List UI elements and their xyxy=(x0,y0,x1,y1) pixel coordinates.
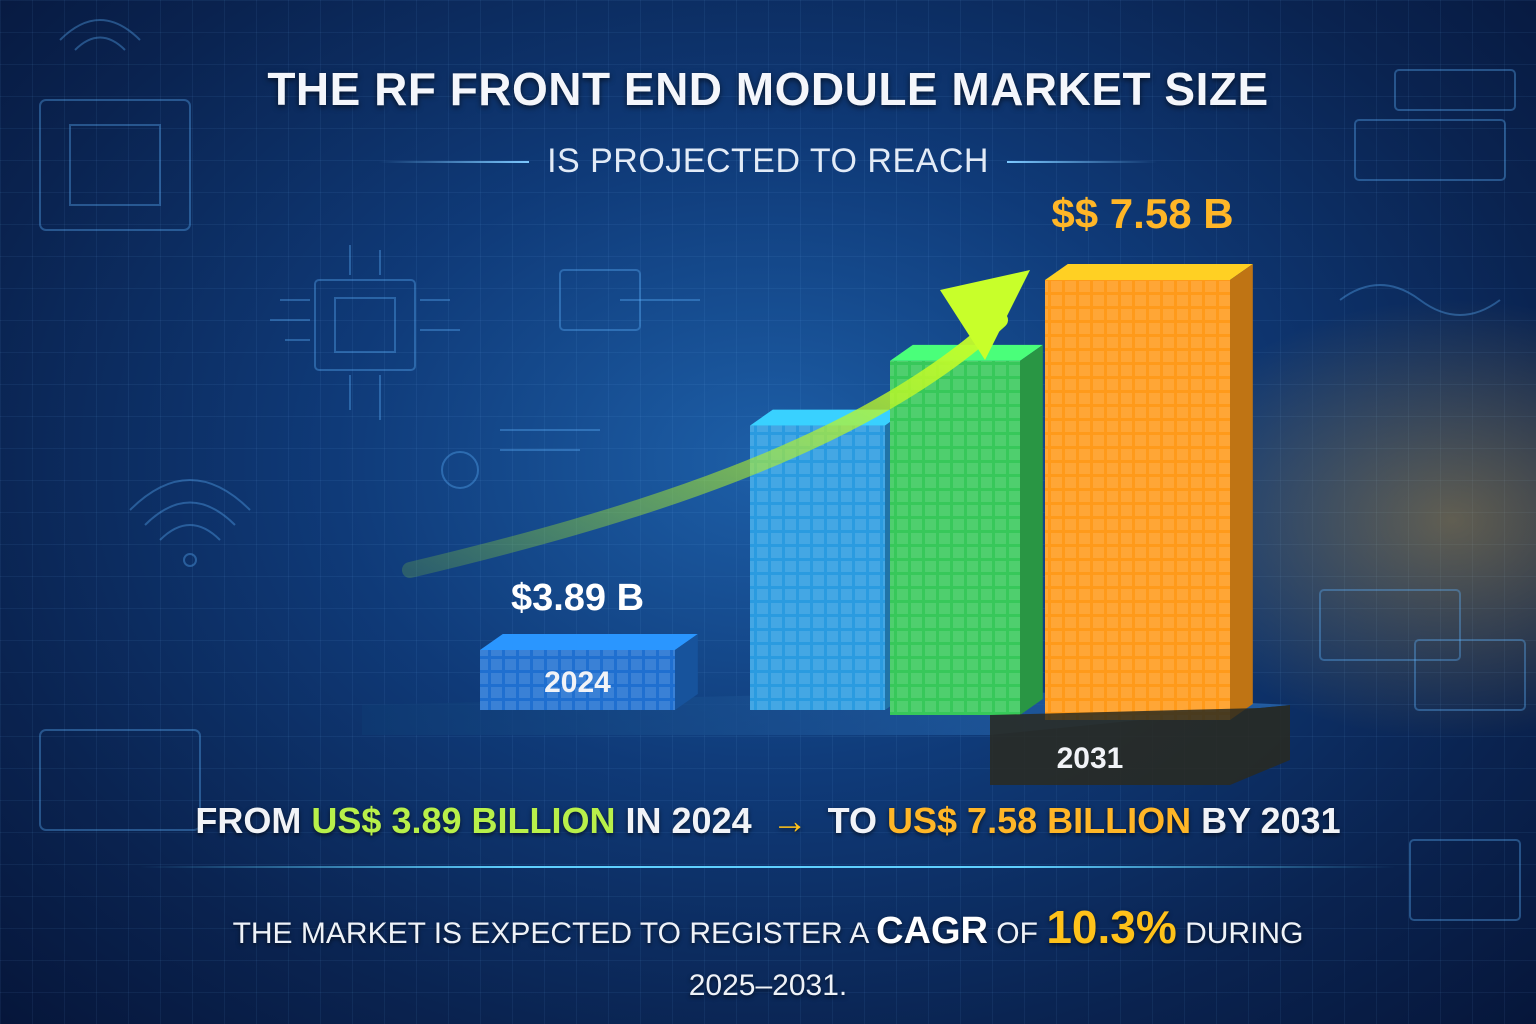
headline-end-year: 2031 xyxy=(1260,800,1341,841)
headline-start-value: US$ 3.89 BILLION xyxy=(311,800,616,841)
headline-arrow-icon: → xyxy=(771,800,808,841)
value-label-0: $3.89 B xyxy=(511,577,644,619)
bar-texture-0 xyxy=(480,650,675,710)
growth-headline: FROM US$ 3.89 BILLION IN 2024 → TO US$ 7… xyxy=(0,800,1536,842)
category-label-0: 2024 xyxy=(544,666,611,699)
cagr-value: 10.3% xyxy=(1046,901,1177,953)
page-title: THE RF FRONT END MODULE MARKET SIZE xyxy=(267,63,1269,115)
headline-in: IN xyxy=(625,800,662,841)
chip-icon-left xyxy=(39,99,191,231)
bar-side-0 xyxy=(675,634,698,710)
cagr-of: OF xyxy=(996,917,1038,950)
cagr-statement: THE MARKET IS EXPECTED TO REGISTER A CAG… xyxy=(0,892,1536,1010)
headline-from: FROM xyxy=(195,800,302,841)
subtitle-divider-left xyxy=(379,160,530,163)
bar-top-3 xyxy=(1045,264,1253,280)
subtitle: IS PROJECTED TO REACH xyxy=(547,142,989,180)
trend-arrow-shaft xyxy=(402,312,1008,578)
bar-texture-1 xyxy=(750,425,885,710)
value-label-3: $$ 7.58 B xyxy=(1051,190,1233,237)
headline-to: TO xyxy=(827,800,877,841)
subtitle-divider-right xyxy=(1006,160,1157,163)
bar-side-2 xyxy=(1020,344,1043,715)
subtitle-row: IS PROJECTED TO REACH xyxy=(0,142,1536,181)
headline-by: BY xyxy=(1201,800,1251,841)
section-divider xyxy=(140,866,1396,868)
year-plate-2031 xyxy=(990,705,1290,785)
bar-texture-2 xyxy=(890,360,1020,715)
cagr-prefix: THE MARKET IS EXPECTED TO REGISTER A xyxy=(232,917,868,950)
trend-arrow-head xyxy=(940,270,1030,360)
bar-side-3 xyxy=(1230,264,1253,720)
market-bar-chart: 2024 $3.89 B 2031 $$ 7.58 B xyxy=(362,190,1290,785)
cagr-period: 2025–2031. xyxy=(688,969,848,1003)
headline-start-year: 2024 xyxy=(671,800,752,841)
cagr-during: DURING xyxy=(1185,917,1304,950)
bar-top-0 xyxy=(480,634,698,650)
cagr-label: CAGR xyxy=(876,910,988,952)
category-label-3: 2031 xyxy=(1057,742,1124,775)
headline-end-value: US$ 7.58 BILLION xyxy=(887,800,1192,841)
processor-icon xyxy=(314,279,416,371)
bar-texture-3 xyxy=(1045,280,1230,720)
